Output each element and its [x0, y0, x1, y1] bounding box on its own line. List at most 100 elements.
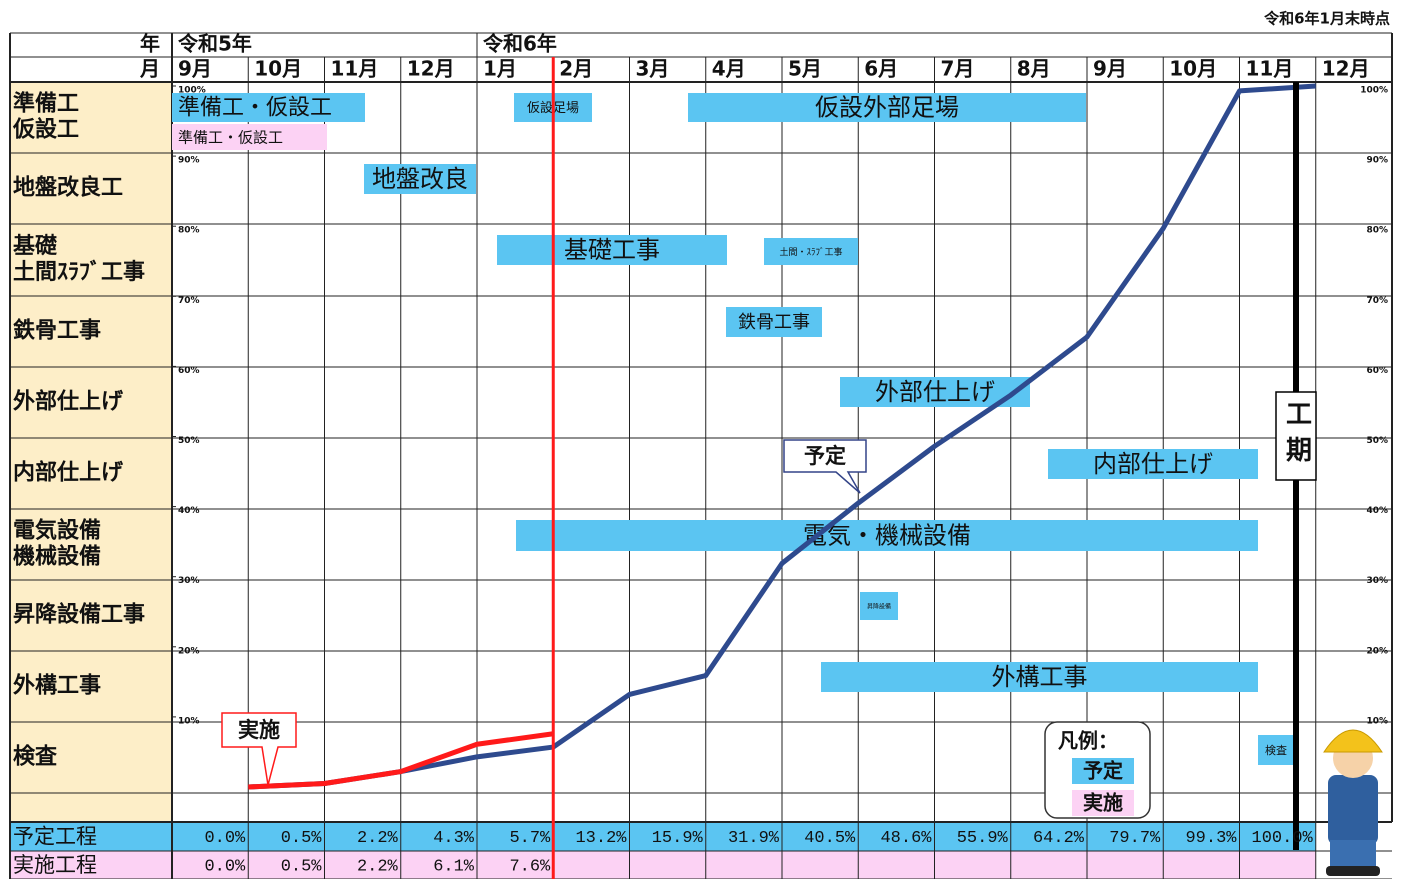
value-label: 2.2%	[357, 829, 399, 848]
year-label: 令和6年	[483, 32, 557, 56]
x-tick-label: 6月	[864, 57, 898, 81]
plan-callout	[783, 439, 867, 494]
schedule-bar-label: 外部仕上げ	[875, 378, 995, 406]
plan-row-bg	[10, 822, 1316, 851]
task-label: 外構工事	[13, 673, 101, 699]
schedule-bar-label: 地盤改良	[372, 165, 468, 193]
value-label: 4.3%	[433, 829, 475, 848]
schedule-bar-label: 仮設外部足場	[815, 94, 959, 122]
y-tick-label: 80%	[178, 226, 200, 236]
period-label: 工期	[1282, 400, 1312, 472]
value-label: 0.0%	[204, 857, 246, 876]
x-tick-label: 9月	[178, 57, 212, 81]
schedule-bar-label: 準備工・仮設工	[178, 129, 283, 147]
y-tick-label: 30%	[178, 576, 200, 586]
schedule-bar-label: 昇降設備	[867, 603, 891, 611]
value-label: 100.0%	[1252, 829, 1314, 848]
y2-tick-label: 50%	[1366, 436, 1388, 446]
figure-shoes	[1326, 866, 1380, 876]
row-label: 予定工程	[13, 825, 97, 849]
row-label: 実施工程	[13, 853, 97, 877]
year-header: 年	[140, 32, 160, 56]
schedule-bar-label: 検査	[1265, 743, 1287, 757]
schedule-bar	[1258, 735, 1294, 765]
task-label: 地盤改良工	[13, 175, 123, 201]
x-tick-label: 11月	[331, 57, 379, 81]
figure-helmet	[1323, 729, 1383, 753]
task-label: 基礎	[13, 233, 58, 259]
y2-tick-label: 80%	[1366, 226, 1388, 236]
value-label: 31.9%	[728, 829, 780, 848]
value-label: 13.2%	[575, 829, 627, 848]
task-label: 電気設備	[13, 518, 101, 544]
legend-label: 実施	[1083, 791, 1123, 815]
x-tick-label: 8月	[1017, 57, 1051, 81]
task-label: 内部仕上げ	[13, 460, 124, 486]
schedule-bar-label: 外構工事	[992, 663, 1088, 691]
y-tick-label: 60%	[178, 366, 200, 376]
y-tick-label: 90%	[178, 156, 200, 166]
value-label: 79.7%	[1109, 829, 1161, 848]
legend-label: 予定	[1083, 759, 1123, 783]
task-label: 鉄骨工事	[13, 318, 101, 344]
task-label: 機械設備	[13, 544, 101, 570]
legend-swatch	[1072, 758, 1134, 784]
as-of-note: 令和6年1月末時点	[1264, 10, 1390, 28]
value-label: 7.6%	[509, 857, 551, 876]
schedule-bar	[172, 124, 327, 150]
task-label: 仮設工	[12, 117, 79, 143]
y-tick-label: 40%	[178, 506, 200, 516]
y-tick-label: 20%	[178, 646, 200, 656]
schedule-bar	[688, 93, 1086, 122]
y2-tick-label: 20%	[1366, 646, 1388, 656]
x-tick-label: 10月	[254, 57, 302, 81]
schedule-bar-label: 基礎工事	[564, 236, 660, 264]
x-tick-label: 2月	[559, 57, 593, 81]
y2-tick-label: 90%	[1366, 156, 1388, 166]
y2-tick-label: 40%	[1366, 506, 1388, 516]
year-label: 令和5年	[178, 32, 252, 56]
y2-tick-label: 10%	[1366, 716, 1388, 726]
task-label: 準備工	[13, 91, 79, 117]
figure-body	[1328, 775, 1378, 845]
x-tick-label: 9月	[1093, 57, 1127, 81]
value-label: 5.7%	[509, 829, 551, 848]
x-tick-label: 12月	[407, 57, 455, 81]
task-label: 外部仕上げ	[13, 389, 124, 415]
x-tick-label: 5月	[788, 57, 822, 81]
x-tick-label: 3月	[636, 57, 670, 81]
y2-tick-label: 30%	[1366, 576, 1388, 586]
y-tick-label: 70%	[178, 296, 200, 306]
schedule-bar	[726, 307, 822, 337]
label-column	[10, 82, 172, 822]
schedule-bar-label: 内部仕上げ	[1093, 450, 1213, 478]
figure-legs	[1330, 840, 1376, 868]
legend-swatch	[1072, 790, 1134, 816]
task-label: 検査	[13, 745, 58, 770]
schedule-bar	[1048, 449, 1258, 479]
y2-tick-label: 70%	[1366, 296, 1388, 306]
value-label: 15.9%	[652, 829, 704, 848]
value-label: 6.1%	[433, 857, 475, 876]
schedule-bar-label: 準備工・仮設工	[178, 96, 332, 121]
actual-callout-label: 実施	[238, 718, 280, 742]
value-label: 40.5%	[804, 829, 856, 848]
value-label: 0.0%	[204, 829, 246, 848]
schedule-bar	[516, 520, 1258, 551]
progress-line	[248, 83, 1316, 790]
value-label: 0.5%	[281, 829, 323, 848]
x-tick-label: 7月	[941, 57, 975, 81]
plan-callout-label: 予定	[804, 444, 846, 468]
worker-figure	[1323, 729, 1383, 876]
actual-row-bg	[10, 851, 1316, 879]
schedule-bar	[497, 235, 727, 265]
schedule-bar-label: 土間・ｽﾗﾌﾞ工事	[779, 246, 842, 258]
schedule-bar	[364, 164, 476, 194]
schedule-bar	[821, 662, 1258, 692]
month-header: 月	[139, 57, 160, 81]
x-tick-label: 10月	[1169, 57, 1217, 81]
schedule-bar	[860, 592, 898, 620]
y-tick-label: 10%	[178, 716, 200, 726]
y-tick-label: 100%	[178, 86, 206, 96]
